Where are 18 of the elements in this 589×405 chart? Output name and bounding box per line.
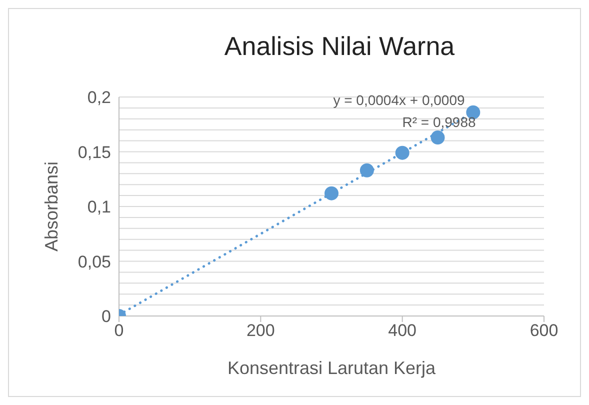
x-tick-label: 600 (530, 321, 558, 340)
y-axis-title: Absorbansi (41, 161, 62, 252)
x-tick-label: 400 (388, 321, 417, 340)
y-tick-label: 0,1 (87, 198, 111, 217)
y-tick-label: 0,15 (78, 142, 111, 162)
point (430, 130, 445, 145)
point (395, 146, 410, 160)
x-axis-title: Konsentrasi Larutan Kerja (227, 358, 437, 378)
point (360, 163, 374, 178)
x-tick-label: 200 (246, 321, 275, 340)
y-tick-label: 0,05 (78, 252, 111, 272)
point (324, 186, 338, 200)
y-tick-label: 0,2 (87, 88, 111, 108)
y-tick-label: 0 (102, 307, 111, 326)
annotation: y = 0,0004x + 0,0009 (332, 92, 466, 108)
annotation: R² = 0,9988 (401, 114, 477, 130)
chart-title: Analisis Nilai Warna (223, 31, 456, 62)
x-tick-label: 0 (114, 321, 124, 340)
